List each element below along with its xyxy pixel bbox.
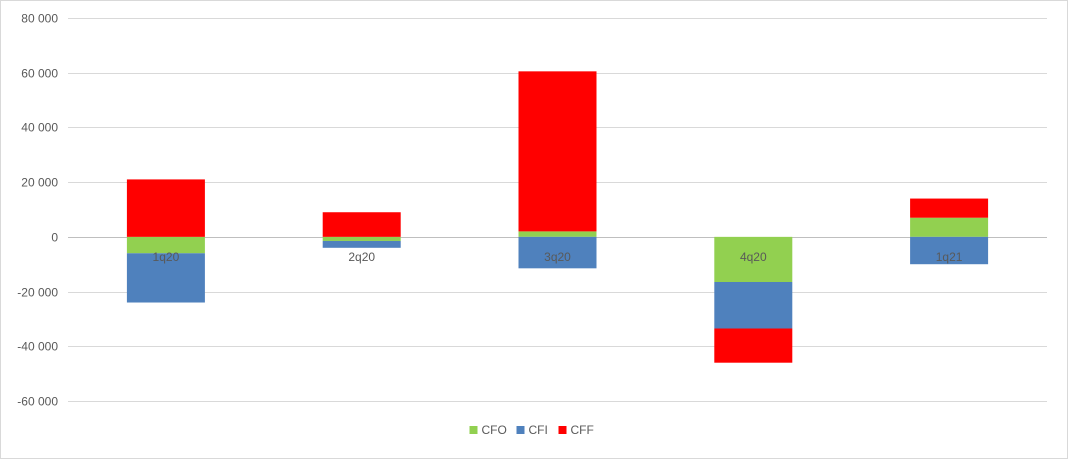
y-tick-label: -20 000 xyxy=(17,286,58,300)
y-tick-label: 60 000 xyxy=(21,67,58,81)
bar-cff-4q20 xyxy=(714,328,793,363)
y-tick-label: 80 000 xyxy=(21,12,58,26)
y-tick-label: 40 000 xyxy=(21,121,58,135)
bar-cfo-1q21 xyxy=(910,217,989,237)
category-labels: 1q20 2q20 3q20 4q20 1q21 xyxy=(153,250,963,264)
legend-label: CFO xyxy=(482,423,507,437)
legend-swatch-cff xyxy=(558,426,567,434)
bar-cfi-3q20 xyxy=(518,236,597,269)
y-axis-tick-labels: -60 000 -40 000 -20 000 0 20 000 40 000 60 000… xyxy=(17,12,58,409)
y-tick-label: -40 000 xyxy=(17,340,58,354)
y-tick-label: -60 000 xyxy=(17,395,58,409)
category-label: 3q20 xyxy=(544,250,571,264)
category-label: 1q20 xyxy=(153,250,180,264)
bar-cfo-1q20 xyxy=(126,236,205,254)
bar-cfo-2q20 xyxy=(322,236,401,241)
legend-label: CFF xyxy=(571,423,594,437)
legend-swatch-cfo xyxy=(469,426,478,434)
legend: CFO CFI CFF xyxy=(469,423,594,437)
category-label: 2q20 xyxy=(348,250,375,264)
legend-label: CFI xyxy=(529,423,548,437)
bar-cff-2q20 xyxy=(322,212,401,237)
bar-cfi-2q20 xyxy=(322,240,401,248)
legend-swatch-cfi xyxy=(516,426,525,434)
bar-cff-1q21 xyxy=(910,198,989,218)
bar-cfi-1q21 xyxy=(910,236,989,265)
category-label: 1q21 xyxy=(936,250,963,264)
bar-cff-3q20 xyxy=(518,71,597,232)
bar-cfi-1q20 xyxy=(126,253,205,303)
bars xyxy=(126,71,989,363)
bar-cfi-4q20 xyxy=(714,281,793,329)
bar-cfo-4q20 xyxy=(714,236,793,282)
bar-cfo-3q20 xyxy=(518,231,597,237)
y-tick-label: 0 xyxy=(51,231,58,245)
y-tick-label: 20 000 xyxy=(21,176,58,190)
category-label: 4q20 xyxy=(740,250,767,264)
bar-cff-1q20 xyxy=(126,179,205,237)
